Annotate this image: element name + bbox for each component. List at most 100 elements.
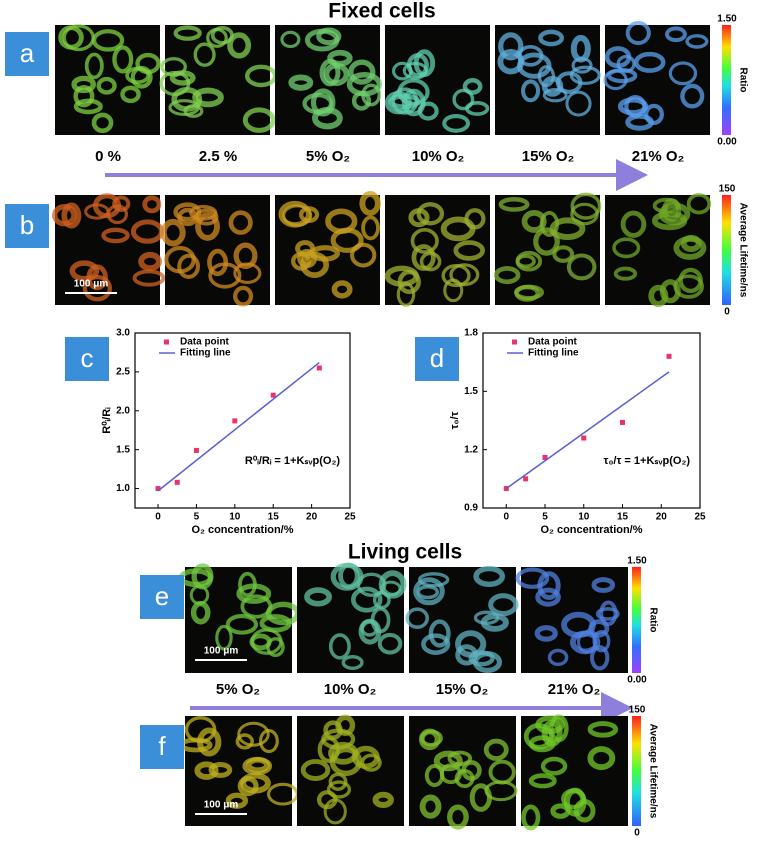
colorbar-min: 0	[634, 828, 640, 839]
cell	[164, 245, 196, 274]
cell	[71, 75, 97, 94]
cell	[603, 69, 628, 91]
panel-badge	[65, 337, 109, 381]
x-tick-label: 10	[578, 512, 590, 523]
panel-label: e	[155, 581, 169, 611]
cell	[215, 624, 233, 651]
colorbar	[722, 195, 731, 305]
condition-label: 5% O₂	[216, 681, 260, 698]
cell	[282, 204, 313, 227]
colorbar-title: Average Lifetime/ns	[647, 724, 658, 819]
cell	[372, 791, 394, 808]
cell	[359, 191, 381, 216]
data-point	[620, 419, 625, 425]
cell	[96, 76, 117, 95]
cell	[92, 193, 122, 219]
condition-label: 21% O₂	[632, 148, 685, 165]
x-tick-label: 0	[155, 512, 161, 523]
x-tick-label: 10	[229, 512, 241, 523]
cell	[617, 97, 649, 116]
cell	[440, 216, 476, 242]
data-point	[542, 454, 548, 460]
y-axis-label: τ₀/τ	[449, 411, 461, 429]
condition-label: 0 %	[95, 148, 121, 165]
cell	[173, 25, 202, 41]
cell	[428, 619, 451, 648]
x-axis-label: O₂ concentration/%	[191, 524, 293, 536]
cell	[528, 773, 557, 789]
scale-label: 100 μm	[204, 800, 239, 811]
cell	[452, 88, 475, 111]
y-tick-label: 1.5	[464, 386, 478, 397]
cell	[125, 66, 150, 85]
cell	[488, 593, 519, 617]
cell	[225, 614, 259, 635]
cell	[534, 625, 558, 642]
cell	[183, 104, 204, 118]
x-tick-label: 0	[503, 512, 509, 523]
cell	[549, 714, 569, 743]
cell	[69, 260, 100, 282]
cell	[570, 192, 602, 220]
cell	[514, 284, 540, 302]
x-tick-label: 20	[656, 512, 668, 523]
cell	[473, 565, 506, 588]
colorbar-title: Ratio	[737, 68, 748, 93]
data-point	[666, 353, 672, 359]
colorbar-min: 0	[724, 307, 730, 318]
cell	[587, 746, 616, 771]
cell	[240, 594, 273, 619]
cell	[361, 215, 380, 241]
cell	[341, 655, 364, 671]
cell	[420, 729, 443, 747]
data-point	[193, 447, 199, 453]
cell	[461, 760, 482, 781]
cell	[360, 619, 379, 637]
cell	[258, 729, 279, 754]
data-point	[155, 486, 161, 492]
cell	[633, 51, 666, 73]
cell	[101, 227, 130, 244]
data-point	[523, 476, 529, 482]
cell	[328, 772, 348, 791]
cell	[266, 637, 285, 658]
condition-label: 5% O₂	[306, 148, 350, 165]
cell	[238, 571, 257, 598]
cell	[540, 756, 568, 776]
cell	[304, 587, 332, 607]
cell	[207, 248, 229, 277]
cell	[328, 633, 351, 660]
x-tick-label: 15	[268, 512, 280, 523]
y-tick-label: 3.0	[116, 328, 130, 339]
cell	[587, 721, 619, 738]
x-tick-label: 5	[542, 512, 548, 523]
condition-label: 10% O₂	[324, 681, 377, 698]
cell	[316, 790, 338, 810]
cell	[417, 101, 439, 121]
y-tick-label: 1.8	[464, 328, 478, 339]
cell	[521, 804, 541, 831]
cell	[651, 211, 688, 231]
cell	[535, 587, 561, 607]
cell	[61, 202, 82, 229]
panel-badge	[140, 575, 184, 619]
panel-label: b	[20, 210, 34, 240]
cell	[625, 20, 651, 46]
cell	[112, 45, 134, 74]
cell	[620, 210, 647, 238]
cell	[112, 195, 131, 212]
cell	[643, 103, 664, 125]
cell	[498, 32, 524, 61]
condition-label: 21% O₂	[548, 681, 601, 698]
cell	[453, 240, 485, 261]
cell	[242, 107, 276, 133]
cell	[592, 630, 611, 653]
x-tick-label: 15	[617, 512, 629, 523]
cell	[565, 90, 592, 117]
x-tick-label: 20	[306, 512, 318, 523]
cell	[384, 265, 419, 287]
cell	[405, 607, 430, 629]
cell	[82, 274, 113, 302]
colorbar-max: 150	[629, 705, 646, 716]
cell	[417, 572, 450, 588]
